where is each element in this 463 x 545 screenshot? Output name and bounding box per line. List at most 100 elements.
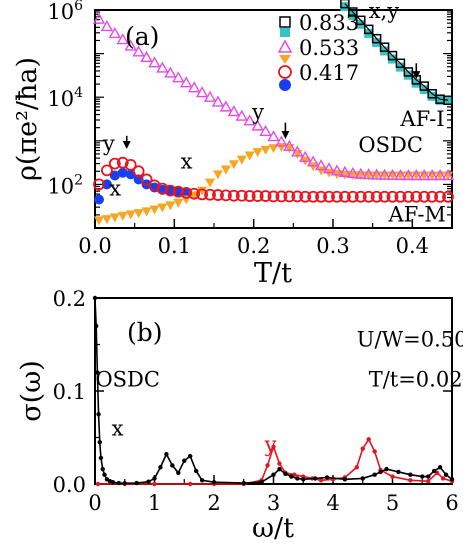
panel-b-point-x [97,439,102,445]
panel-b-annotation: T/t=0.02 [369,367,463,391]
legend-marker-triangle-filled [279,55,291,64]
panel-a-point-0.417-y [93,178,105,191]
legend-label-0.417: 0.417 [299,61,359,85]
panel-b-point-y [372,449,377,454]
panel-a-x-tick-label: 0.1 [158,234,191,258]
panel-a-x-tick-label: 0.2 [237,234,270,258]
panel-b-point-x [342,477,348,482]
panel-a-point-0.833-y [371,33,382,44]
panel-b-point-x [164,452,169,457]
panel-a-frame [94,9,453,229]
panel-a-point-0.533-y [354,167,367,179]
panel-a-point-0.417-x [93,194,104,205]
panel-a-point-0.833-y [340,0,350,9]
panel-b-point-x [176,470,181,476]
panel-a-point-0.533-x [205,178,216,188]
panel-b-point-x [182,458,187,463]
panel-a-point-0.533-y [410,169,423,181]
panel-a-point-0.417-y [164,184,177,197]
panel-b-point-x [146,479,151,484]
panel-a-point-0.833-y [363,24,374,35]
panel-a-point-0.833-y [403,67,414,77]
panel-b-point-y [95,481,101,487]
legend-label-0.533: 0.533 [299,36,359,60]
panel-b-x-tick-label: 1 [148,491,161,515]
legend-label-0.833: 0.833 [299,11,359,35]
panel-b-point-x [98,455,104,461]
panel-b-point-x [134,480,139,486]
panel-a-point-0.417-y [156,182,169,195]
panel-b-point-x [199,478,205,483]
panel-b-point-x [259,479,264,485]
panel-b-point-x [378,469,383,475]
panel-a-point-0.417-x [117,167,128,178]
legend-marker-square [279,16,291,28]
panel-a-point-0.533-y [441,169,455,181]
panel-a-point-0.533-y [402,169,415,181]
panel-b-point-x [384,466,389,472]
panel-a-series [92,0,455,226]
panel-a-point-0.833-x [427,91,437,101]
legend-marker-circle-filled [279,79,291,91]
panel-a-point-0.533-x [236,155,247,165]
panel-a-point-0.533-y [370,168,383,180]
panel-a-point-0.533-x [93,216,104,226]
panel-a-annotation: x [109,177,121,201]
panel-a-point-0.417-y [180,186,193,199]
panel-b-point-y [318,478,324,483]
panel-a-point-0.533-y [148,56,161,68]
panel-a-point-0.533-y [299,150,312,162]
panel-b-point-x [271,472,276,477]
panel-a-point-0.533-x [133,209,144,219]
panel-a-point-0.533-y [187,81,201,93]
panel-a-point-0.417-y [204,188,216,201]
panel-a-point-0.417-y [442,190,454,203]
panel-a-point-0.417-y [243,190,256,202]
panel-b-point-x [96,412,101,417]
panel-a-annotation: AF-I [399,107,444,131]
panel-b-point-x [312,476,318,481]
panel-b-point-y [271,444,276,449]
panel-a-point-0.417-y [323,190,335,203]
panel-b-point-x [426,474,431,479]
panel-a-point-0.417-y [370,190,383,203]
panel-a-point-0.533-y [156,61,169,73]
panel-a-point-0.417-y [434,190,447,203]
panel-a-annotation: y [251,100,264,124]
panel-a-point-0.417-y [346,190,359,203]
panel-b-annotation: U/W=0.508 [357,327,463,351]
panel-b-x-tick-label: 5 [386,491,399,515]
panel-b-point-x [449,477,455,482]
panel-a-point-0.417-y [315,190,328,203]
panel-a-point-0.417-y [331,190,343,203]
panel-a-point-0.533-y [283,139,296,151]
panel-b-point-x [102,472,107,477]
panel-b-point-x [122,481,127,486]
panel-a-label: (a) [125,22,159,51]
panel-a-ticks: 0.0 0.1 0.2 0.3 0.4 102 104 106 [47,0,453,258]
panel-a-point-0.833-x [435,95,445,105]
panel-b-point-x [396,469,401,475]
panel-a-point-0.533-y [92,12,106,24]
panel-b-x-tick-label: 2 [207,491,220,515]
panel-b-y-tick-label: 0.2 [53,287,86,311]
panel-b-point-x [360,476,365,481]
panel-b-point-x [283,471,288,476]
panel-a-point-0.533-y [116,33,129,45]
panel-b-point-x [110,479,116,485]
panel-a-point-0.417-y [338,190,351,203]
panel-b-point-y [188,481,193,487]
panel-a-point-0.533-x [157,203,168,213]
panel-a-point-0.533-y [338,165,352,177]
panel-b-point-x [324,475,330,480]
panel-a-point-0.833-y [356,15,366,26]
panel-a-point-0.533-y [362,168,375,180]
panel-a-point-0.533-x [252,148,263,158]
panel-b-x-tick-label: 3 [267,491,280,515]
panel-a-point-0.833-y [443,95,453,106]
panel-b-point-x [289,474,294,479]
panel-a-point-0.417-y [299,190,312,203]
panel-a-point-0.833-y [348,7,358,17]
